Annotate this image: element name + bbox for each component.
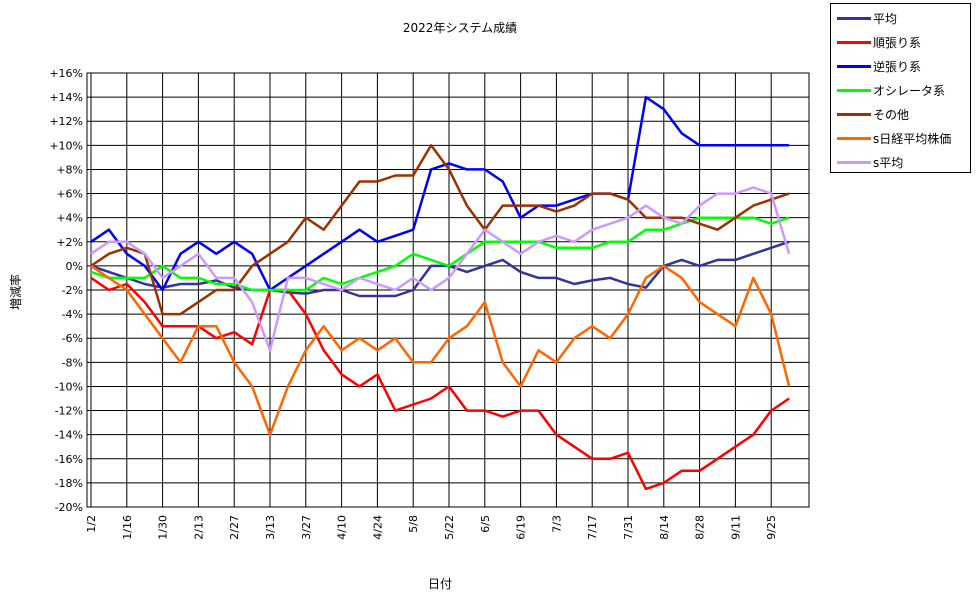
x-tick-label: 4/10 bbox=[336, 515, 349, 540]
legend-item: s平均 bbox=[837, 155, 904, 170]
y-tick-label: +16% bbox=[49, 67, 83, 80]
x-tick-label: 1/16 bbox=[121, 515, 134, 540]
legend-label: s日経平均株価 bbox=[873, 131, 952, 146]
legend-swatch bbox=[837, 40, 871, 44]
x-tick-label: 6/5 bbox=[479, 515, 492, 533]
legend-item: s日経平均株価 bbox=[837, 131, 952, 146]
y-tick-labels: +16% +14% +12% +10% +8% +6% +4% +2% 0% -2% -4% -6% -… bbox=[49, 67, 83, 514]
y-tick-label: -2% bbox=[62, 284, 83, 297]
legend-label: オシレータ系 bbox=[873, 83, 946, 98]
x-tick-label: 3/27 bbox=[300, 515, 313, 540]
x-axis-label: 日付 bbox=[428, 577, 452, 591]
y-tick-label: +8% bbox=[56, 163, 83, 176]
x-tick-label: 9/25 bbox=[765, 515, 778, 540]
x-tick-label: 4/24 bbox=[371, 515, 384, 540]
y-tick-label: 0% bbox=[66, 260, 83, 273]
y-tick-label: -10% bbox=[55, 380, 83, 393]
legend-item: 逆張り系 bbox=[837, 59, 922, 74]
legend-swatch bbox=[837, 16, 871, 20]
x-tick-label: 7/17 bbox=[586, 515, 599, 540]
y-tick-label: -4% bbox=[62, 308, 83, 321]
grid bbox=[87, 72, 809, 508]
y-tick-label: -6% bbox=[62, 332, 83, 345]
y-tick-label: +12% bbox=[49, 115, 83, 128]
x-tick-label: 8/14 bbox=[658, 515, 671, 540]
x-tick-label: 2/27 bbox=[228, 515, 241, 540]
x-tick-label: 3/13 bbox=[264, 515, 277, 540]
plot-area bbox=[86, 72, 810, 508]
y-tick-label: -8% bbox=[62, 356, 83, 369]
legend-label: 順張り系 bbox=[873, 35, 922, 50]
legend-swatch bbox=[837, 88, 871, 92]
y-tick-label: +2% bbox=[56, 236, 83, 249]
legend-label: 逆張り系 bbox=[873, 59, 922, 74]
x-tick-label: 9/11 bbox=[729, 515, 742, 540]
series-line-s日経平均株価 bbox=[90, 264, 791, 436]
y-tick-label: -20% bbox=[55, 501, 83, 514]
legend-swatch bbox=[837, 64, 871, 68]
legend-item: 平均 bbox=[837, 11, 898, 26]
legend-swatch bbox=[837, 160, 871, 164]
series-line-その他 bbox=[90, 144, 790, 316]
series-line-s平均 bbox=[90, 186, 791, 352]
series-lines bbox=[90, 95, 791, 491]
series-line-逆張り系 bbox=[90, 95, 790, 292]
y-axis-label: 増減率 bbox=[8, 274, 23, 310]
series-line-順張り系 bbox=[90, 276, 790, 491]
y-tick-label: +4% bbox=[56, 212, 83, 225]
y-tick-label: +6% bbox=[56, 188, 83, 201]
x-tick-label: 5/8 bbox=[407, 515, 420, 533]
y-tick-label: -12% bbox=[55, 405, 83, 418]
legend-label: s平均 bbox=[873, 155, 904, 170]
x-tick-label: 2/13 bbox=[192, 515, 205, 540]
x-tick-label: 7/31 bbox=[622, 515, 635, 540]
legend-item: その他 bbox=[837, 107, 910, 122]
series-line-平均 bbox=[90, 240, 790, 298]
x-tick-label: 5/22 bbox=[443, 515, 456, 540]
x-tick-label: 8/28 bbox=[694, 515, 707, 540]
y-tick-label: +14% bbox=[49, 91, 83, 104]
x-tick-label: 6/19 bbox=[515, 515, 528, 540]
legend-item: オシレータ系 bbox=[837, 83, 946, 98]
y-tick-label: -16% bbox=[55, 453, 83, 466]
y-tick-label: -18% bbox=[55, 477, 83, 490]
legend-label: その他 bbox=[873, 107, 910, 122]
legend-swatch bbox=[837, 112, 871, 116]
x-tick-labels: 1/2 1/16 1/30 2/13 2/27 3/13 3/27 4/10 4/24 5/8 5/… bbox=[85, 515, 778, 540]
chart-title: 2022年システム成績 bbox=[403, 21, 517, 35]
legend-item: 順張り系 bbox=[837, 35, 922, 50]
x-tick-label: 1/2 bbox=[85, 515, 98, 533]
y-tick-label: -14% bbox=[55, 429, 83, 442]
legend: 平均順張り系逆張り系オシレータ系 その他 s日経平均株価 s平均 bbox=[830, 3, 971, 173]
series-line-オシレータ系 bbox=[90, 216, 790, 292]
legend-label: 平均 bbox=[873, 11, 898, 26]
x-tick-label: 7/3 bbox=[550, 515, 563, 533]
y-tick-label: +10% bbox=[49, 139, 83, 152]
x-tick-label: 1/30 bbox=[157, 515, 170, 540]
legend-swatch bbox=[837, 136, 871, 140]
